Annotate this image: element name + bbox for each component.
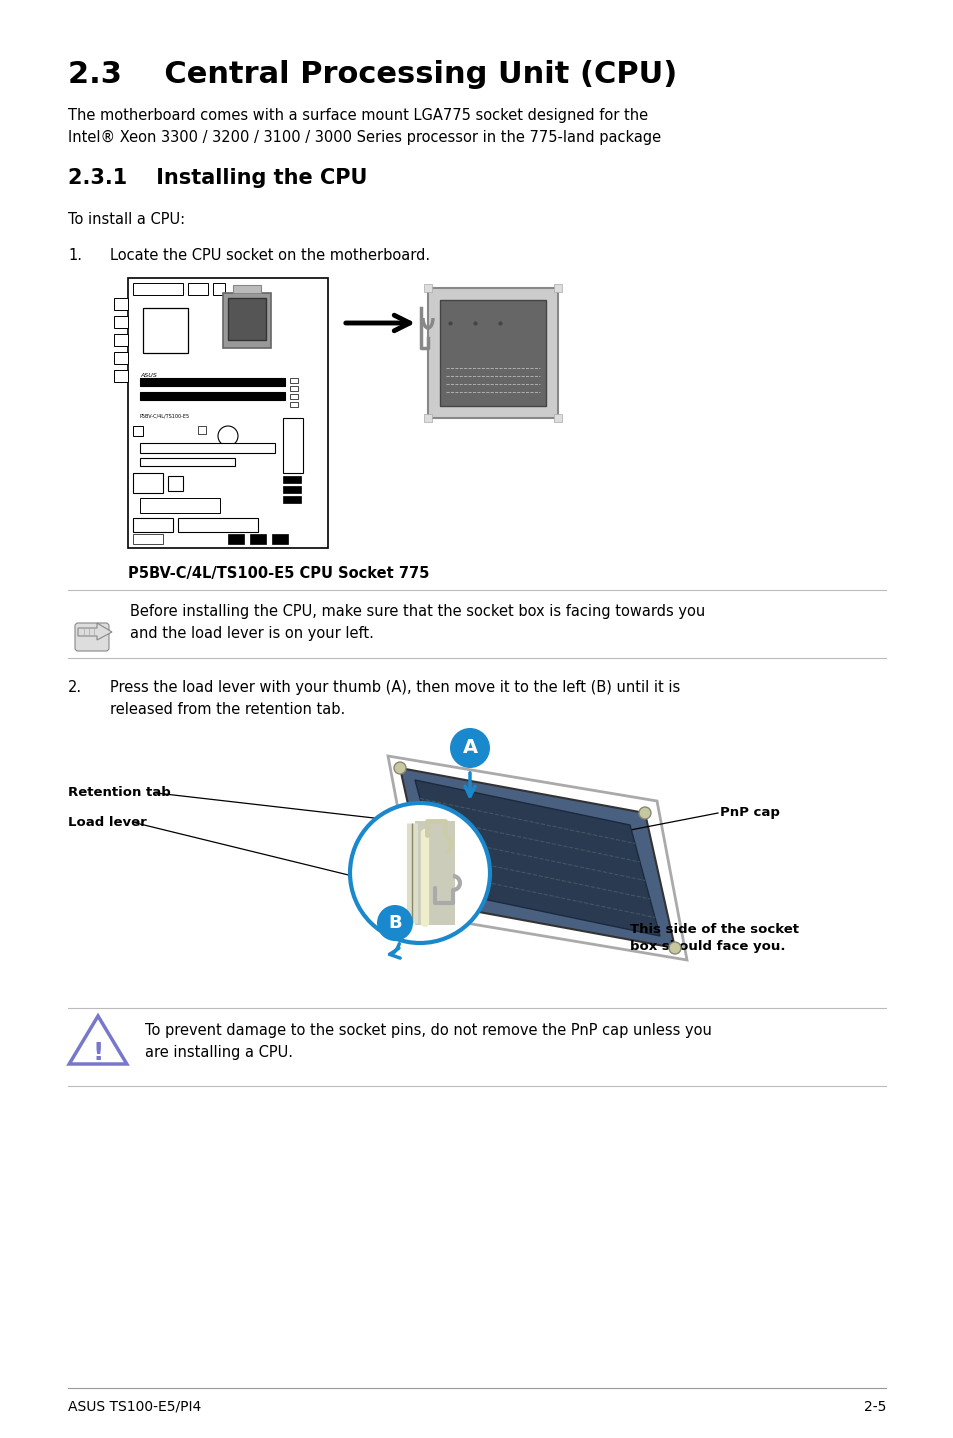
Bar [188,283,208,295]
Circle shape [423,897,436,909]
Text: P5BV-C/4L/TS100-E5: P5BV-C/4L/TS100-E5 [140,413,190,418]
Bar [132,283,183,295]
Bar [143,308,188,352]
Polygon shape [415,821,455,925]
Bar [283,496,301,503]
Text: Before installing the CPU, make sure that the socket box is facing towards you
a: Before installing the CPU, make sure tha… [130,604,704,641]
FancyBboxPatch shape [75,623,109,651]
Bar [113,370,128,383]
Circle shape [668,942,680,953]
Bar [233,285,261,293]
Text: 2-5: 2-5 [862,1401,885,1414]
Text: 1.: 1. [68,247,82,263]
Bar [198,426,206,434]
Text: The motherboard comes with a surface mount LGA775 socket designed for the
Intel®: The motherboard comes with a surface mou… [68,108,660,145]
Bar [140,498,220,513]
Text: Press the load lever with your thumb (A), then move it to the left (B) until it : Press the load lever with your thumb (A)… [110,680,679,718]
Bar [439,301,545,406]
Text: P5BV-C/4L/TS100-E5 CPU Socket 775: P5BV-C/4L/TS100-E5 CPU Socket 775 [128,567,429,581]
Bar [290,378,297,383]
Bar [428,288,558,418]
Bar [113,334,128,347]
Bar [140,457,234,466]
Bar [140,443,274,453]
Circle shape [639,807,650,820]
Bar [132,533,163,544]
Bar [554,414,561,421]
Bar [283,418,303,473]
Bar [290,385,297,391]
Text: To install a CPU:: To install a CPU: [68,211,185,227]
Bar [132,518,172,532]
Polygon shape [70,1017,127,1064]
Circle shape [350,802,490,943]
Bar [283,486,301,493]
Text: ASUS TS100-E5/PI4: ASUS TS100-E5/PI4 [68,1401,201,1414]
Text: A: A [462,739,477,758]
Text: 2.3    Central Processing Unit (CPU): 2.3 Central Processing Unit (CPU) [68,60,677,89]
Bar [128,278,328,548]
Bar [213,283,225,295]
Text: 2.3.1    Installing the CPU: 2.3.1 Installing the CPU [68,168,367,188]
Polygon shape [399,768,675,948]
Circle shape [218,426,237,446]
Circle shape [376,905,413,940]
Bar [290,394,297,398]
Bar [140,393,285,400]
Bar [168,476,183,490]
Text: !: ! [92,1041,104,1066]
Text: ASUS: ASUS [140,372,156,378]
Bar [423,414,432,421]
Bar [113,298,128,311]
Text: This side of the socket
box should face you.: This side of the socket box should face … [629,923,799,953]
Bar [554,283,561,292]
Text: Locate the CPU socket on the motherboard.: Locate the CPU socket on the motherboard… [110,247,430,263]
Text: 2.: 2. [68,680,82,695]
Text: Retention tab: Retention tab [68,787,171,800]
Polygon shape [415,779,659,936]
Bar [250,533,266,544]
Text: PnP cap: PnP cap [720,807,779,820]
Bar [423,283,432,292]
Bar [132,473,163,493]
Bar [132,426,143,436]
Bar [140,378,285,385]
Bar [113,352,128,364]
Bar [228,533,244,544]
Text: B: B [388,915,401,932]
Text: To prevent damage to the socket pins, do not remove the PnP cap unless you
are i: To prevent damage to the socket pins, do… [145,1022,711,1060]
Bar [283,476,301,483]
Bar [272,533,288,544]
Circle shape [450,728,490,768]
Bar [290,403,297,407]
Polygon shape [435,858,455,897]
Circle shape [382,866,396,880]
Bar [113,316,128,328]
Circle shape [394,762,406,774]
Text: Load lever: Load lever [68,817,147,830]
Polygon shape [78,623,112,640]
Bar [223,293,271,348]
Bar [228,298,266,339]
Bar [178,518,257,532]
